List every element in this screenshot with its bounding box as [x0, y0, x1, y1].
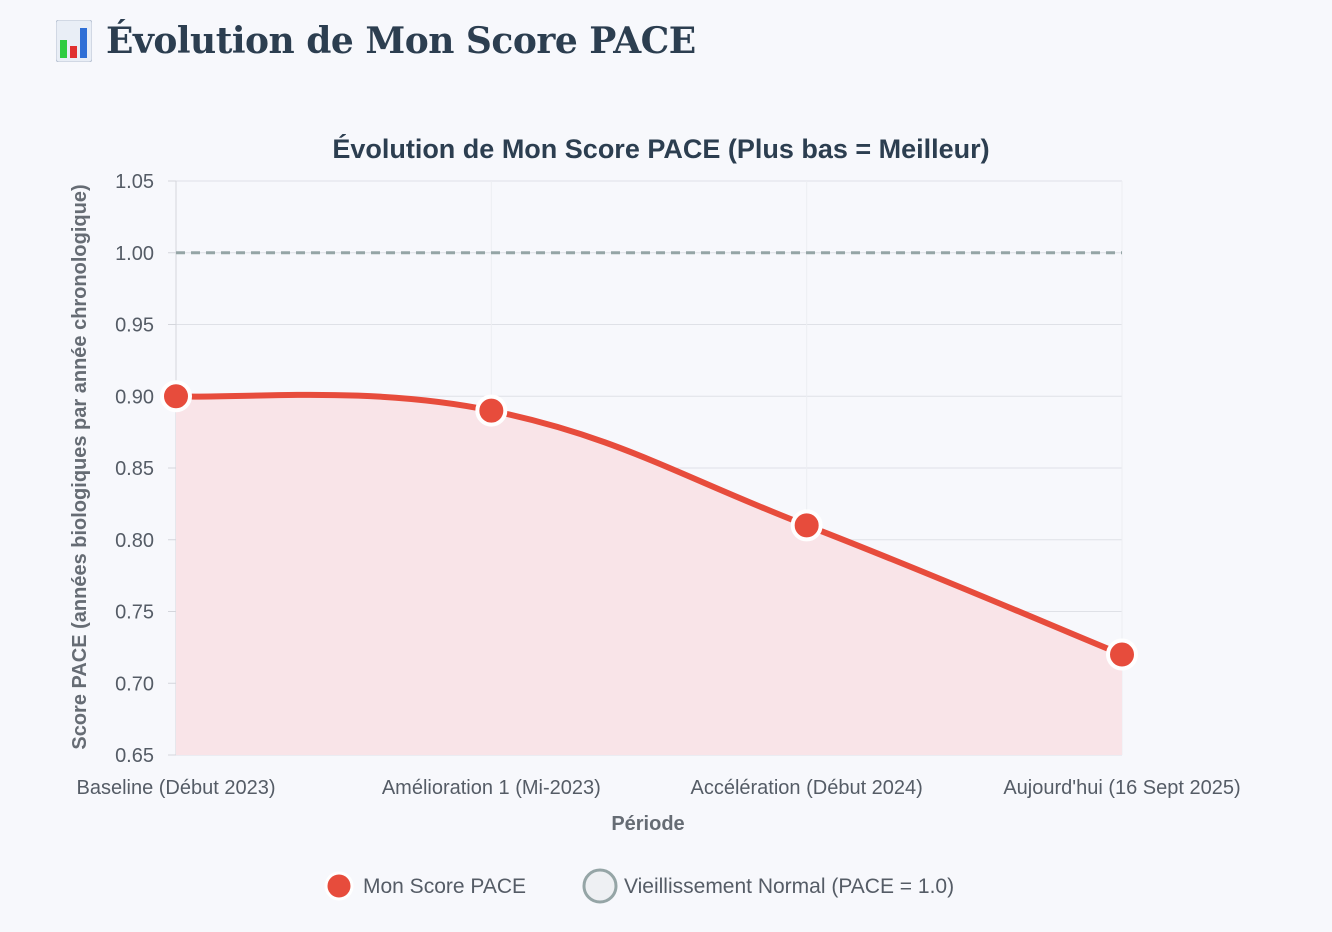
x-tick-label: Amélioration 1 (Mi-2023) — [382, 777, 601, 799]
y-tick-label: 0.90 — [115, 386, 154, 408]
y-tick-label: 0.75 — [115, 602, 154, 624]
data-point-1 — [475, 394, 508, 427]
y-tick-label: 0.80 — [115, 530, 154, 552]
series-line-mon-score-pace — [173, 391, 1125, 658]
chart-title: Évolution de Mon Score PACE (Plus bas = … — [332, 133, 989, 164]
legend-label-vieillissement-normal: Vieillissement Normal (PACE = 1.0) — [624, 875, 954, 898]
x-tick-label: Aujourd'hui (16 Sept 2025) — [1003, 777, 1240, 799]
data-point-3 — [1106, 638, 1138, 671]
series-area-mon-score-pace — [176, 394, 1122, 755]
data-point-2 — [790, 509, 823, 542]
page-heading: Évolution de Mon Score PACE — [56, 20, 696, 62]
y-tick-label: 0.85 — [115, 458, 154, 480]
bar-chart-icon — [56, 20, 92, 62]
legend-label-mon-score-pace: Mon Score PACE — [363, 875, 526, 898]
y-tick-label: 1.05 — [115, 171, 154, 193]
y-tick-label: 0.65 — [115, 745, 154, 767]
legend-marker-vieillissement-normal — [582, 868, 618, 904]
x-tick-label: Accélération (Début 2024) — [690, 777, 922, 799]
page-title: Évolution de Mon Score PACE — [106, 20, 696, 62]
y-tick-label: 1.00 — [115, 243, 154, 265]
y-tick-label: 0.95 — [115, 315, 154, 337]
y-tick-label: 0.70 — [115, 673, 154, 695]
x-axis-title: Période — [611, 813, 684, 835]
x-tick-label: Baseline (Début 2023) — [76, 777, 275, 799]
y-axis-title: Score PACE (années biologiques par année… — [69, 184, 91, 749]
data-point-0 — [160, 380, 192, 413]
legend-marker-mon-score-pace — [324, 871, 354, 901]
